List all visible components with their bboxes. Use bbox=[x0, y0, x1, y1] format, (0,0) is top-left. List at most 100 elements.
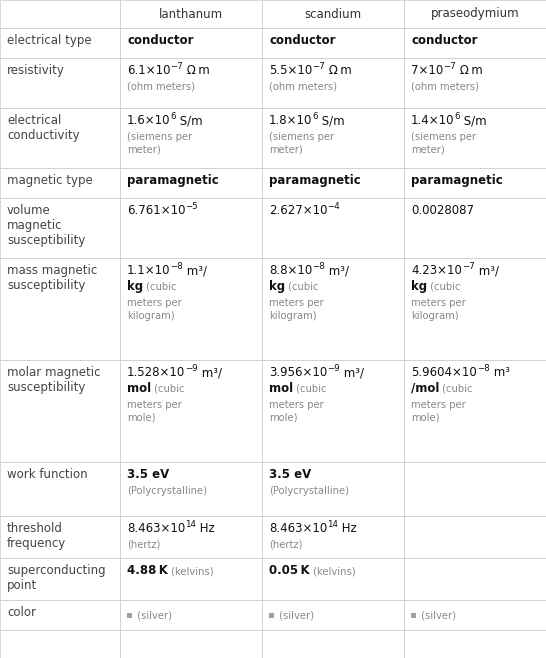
Bar bbox=[120, 28, 262, 58]
Text: meters per: meters per bbox=[411, 400, 466, 410]
Text: kg: kg bbox=[127, 280, 143, 293]
Text: (Polycrystalline): (Polycrystalline) bbox=[127, 486, 207, 496]
Bar bbox=[404, 28, 546, 58]
Text: 5.5×10: 5.5×10 bbox=[269, 64, 312, 77]
Bar bbox=[120, 258, 262, 360]
Text: mole): mole) bbox=[411, 413, 440, 423]
Text: (silver): (silver) bbox=[276, 610, 314, 620]
Text: mass magnetic
susceptibility: mass magnetic susceptibility bbox=[7, 264, 97, 292]
Bar bbox=[262, 630, 404, 658]
Bar bbox=[0, 198, 120, 258]
Bar bbox=[269, 613, 274, 617]
Text: mole): mole) bbox=[127, 413, 156, 423]
Text: 4.88 K: 4.88 K bbox=[127, 564, 168, 577]
Bar bbox=[262, 198, 404, 258]
Text: (cubic: (cubic bbox=[440, 384, 473, 394]
Bar bbox=[120, 58, 262, 108]
Text: (silver): (silver) bbox=[134, 610, 172, 620]
Text: paramagnetic: paramagnetic bbox=[127, 174, 219, 187]
Text: (kelvins): (kelvins) bbox=[310, 566, 355, 576]
Bar bbox=[404, 516, 546, 558]
Bar bbox=[120, 198, 262, 258]
Bar bbox=[404, 198, 546, 258]
Text: meters per: meters per bbox=[127, 400, 182, 410]
Bar bbox=[0, 0, 120, 28]
Bar bbox=[0, 462, 120, 516]
Text: −8: −8 bbox=[170, 262, 183, 270]
Text: −7: −7 bbox=[462, 262, 474, 270]
Text: (cubic: (cubic bbox=[151, 384, 185, 394]
Bar bbox=[120, 600, 262, 630]
Text: superconducting
point: superconducting point bbox=[7, 564, 105, 592]
Bar bbox=[120, 558, 262, 600]
Text: 3.5 eV: 3.5 eV bbox=[269, 468, 311, 481]
Text: paramagnetic: paramagnetic bbox=[269, 174, 361, 187]
Bar bbox=[0, 516, 120, 558]
Text: praseodymium: praseodymium bbox=[431, 7, 519, 20]
Bar bbox=[404, 462, 546, 516]
Text: conductor: conductor bbox=[127, 34, 193, 47]
Text: −4: −4 bbox=[328, 202, 340, 211]
Bar bbox=[404, 630, 546, 658]
Text: meter): meter) bbox=[269, 145, 302, 155]
Bar bbox=[0, 630, 120, 658]
Text: 14: 14 bbox=[185, 520, 196, 529]
Bar bbox=[262, 516, 404, 558]
Text: Hz: Hz bbox=[196, 522, 215, 535]
Text: S/m: S/m bbox=[176, 114, 203, 127]
Bar bbox=[0, 58, 120, 108]
Text: −9: −9 bbox=[327, 364, 340, 372]
Bar bbox=[0, 168, 120, 198]
Text: kilogram): kilogram) bbox=[127, 311, 175, 321]
Text: (hertz): (hertz) bbox=[127, 540, 161, 550]
Text: 8.8×10: 8.8×10 bbox=[269, 264, 312, 277]
Bar bbox=[120, 516, 262, 558]
Text: 8.463×10: 8.463×10 bbox=[127, 522, 185, 535]
Text: conductor: conductor bbox=[269, 34, 335, 47]
Text: S/m: S/m bbox=[460, 114, 486, 127]
Text: meters per: meters per bbox=[269, 400, 324, 410]
Bar bbox=[262, 360, 404, 462]
Bar bbox=[0, 108, 120, 168]
Text: (cubic: (cubic bbox=[143, 282, 176, 292]
Text: magnetic type: magnetic type bbox=[7, 174, 93, 187]
Text: (silver): (silver) bbox=[418, 610, 456, 620]
Text: meter): meter) bbox=[127, 145, 161, 155]
Text: m³: m³ bbox=[490, 366, 509, 379]
Bar bbox=[0, 28, 120, 58]
Text: kilogram): kilogram) bbox=[411, 311, 459, 321]
Text: 0.05 K: 0.05 K bbox=[269, 564, 310, 577]
Text: (ohm meters): (ohm meters) bbox=[411, 82, 479, 92]
Bar bbox=[411, 613, 416, 617]
Bar bbox=[404, 258, 546, 360]
Text: mole): mole) bbox=[269, 413, 298, 423]
Text: volume
magnetic
susceptibility: volume magnetic susceptibility bbox=[7, 204, 85, 247]
Bar bbox=[120, 108, 262, 168]
Bar bbox=[404, 168, 546, 198]
Bar bbox=[262, 58, 404, 108]
Text: kilogram): kilogram) bbox=[269, 311, 317, 321]
Text: color: color bbox=[7, 606, 36, 619]
Bar bbox=[120, 630, 262, 658]
Text: paramagnetic: paramagnetic bbox=[411, 174, 503, 187]
Text: 5.9604×10: 5.9604×10 bbox=[411, 366, 477, 379]
Text: /mol: /mol bbox=[411, 382, 440, 395]
Text: (cubic: (cubic bbox=[285, 282, 319, 292]
Text: electrical
conductivity: electrical conductivity bbox=[7, 114, 80, 142]
Text: m³/: m³/ bbox=[340, 366, 364, 379]
Bar bbox=[262, 108, 404, 168]
Text: Hz: Hz bbox=[339, 522, 357, 535]
Text: 6: 6 bbox=[312, 112, 318, 120]
Bar bbox=[0, 600, 120, 630]
Text: 6.1×10: 6.1×10 bbox=[127, 64, 170, 77]
Text: scandium: scandium bbox=[305, 7, 361, 20]
Bar bbox=[0, 558, 120, 600]
Text: 1.1×10: 1.1×10 bbox=[127, 264, 170, 277]
Text: (siemens per: (siemens per bbox=[411, 132, 476, 142]
Text: −8: −8 bbox=[312, 262, 325, 270]
Bar bbox=[262, 600, 404, 630]
Bar bbox=[404, 558, 546, 600]
Bar bbox=[120, 168, 262, 198]
Bar bbox=[404, 0, 546, 28]
Bar bbox=[0, 360, 120, 462]
